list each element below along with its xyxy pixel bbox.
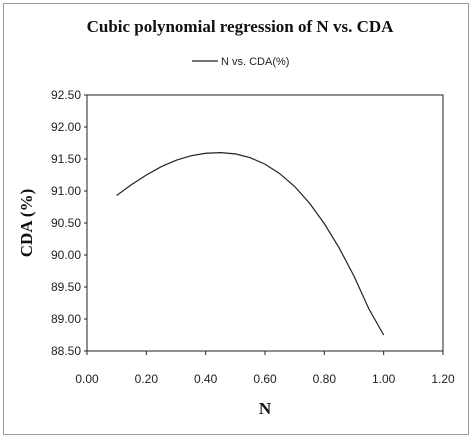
series-line-n-vs-cda bbox=[116, 151, 385, 336]
chart-frame bbox=[3, 3, 469, 435]
x-axis: 0.00 0.20 0.40 0.60 0.80 1.00 1.20 bbox=[75, 351, 455, 386]
y-tick-label: 91.50 bbox=[51, 152, 81, 166]
x-tick-label: 0.60 bbox=[253, 372, 277, 386]
chart-title: Cubic polynomial regression of N vs. CDA bbox=[87, 17, 395, 36]
plot-area bbox=[86, 94, 444, 352]
x-axis-label: N bbox=[259, 399, 272, 418]
x-tick-label: 1.20 bbox=[431, 372, 455, 386]
x-tick-label: 0.80 bbox=[313, 372, 337, 386]
x-tick-label: 1.00 bbox=[372, 372, 396, 386]
y-tick-label: 89.50 bbox=[51, 280, 81, 294]
y-tick-label: 89.00 bbox=[51, 312, 81, 326]
y-tick-label: 92.00 bbox=[51, 120, 81, 134]
y-axis: 92.50 92.00 91.50 91.00 90.50 90.00 89.50 89.00… bbox=[51, 88, 87, 358]
y-axis-label: CDA (%) bbox=[17, 189, 36, 257]
y-tick-label: 92.50 bbox=[51, 88, 81, 102]
legend-label: N vs. CDA(%) bbox=[221, 56, 289, 68]
y-tick-label: 90.50 bbox=[51, 216, 81, 230]
legend: N vs. CDA(%) bbox=[192, 56, 289, 68]
x-tick-label: 0.00 bbox=[75, 372, 99, 386]
y-tick-label: 91.00 bbox=[51, 184, 81, 198]
y-tick-label: 90.00 bbox=[51, 248, 81, 262]
x-tick-label: 0.40 bbox=[194, 372, 218, 386]
y-tick-label: 88.50 bbox=[51, 344, 81, 358]
x-tick-label: 0.20 bbox=[135, 372, 159, 386]
